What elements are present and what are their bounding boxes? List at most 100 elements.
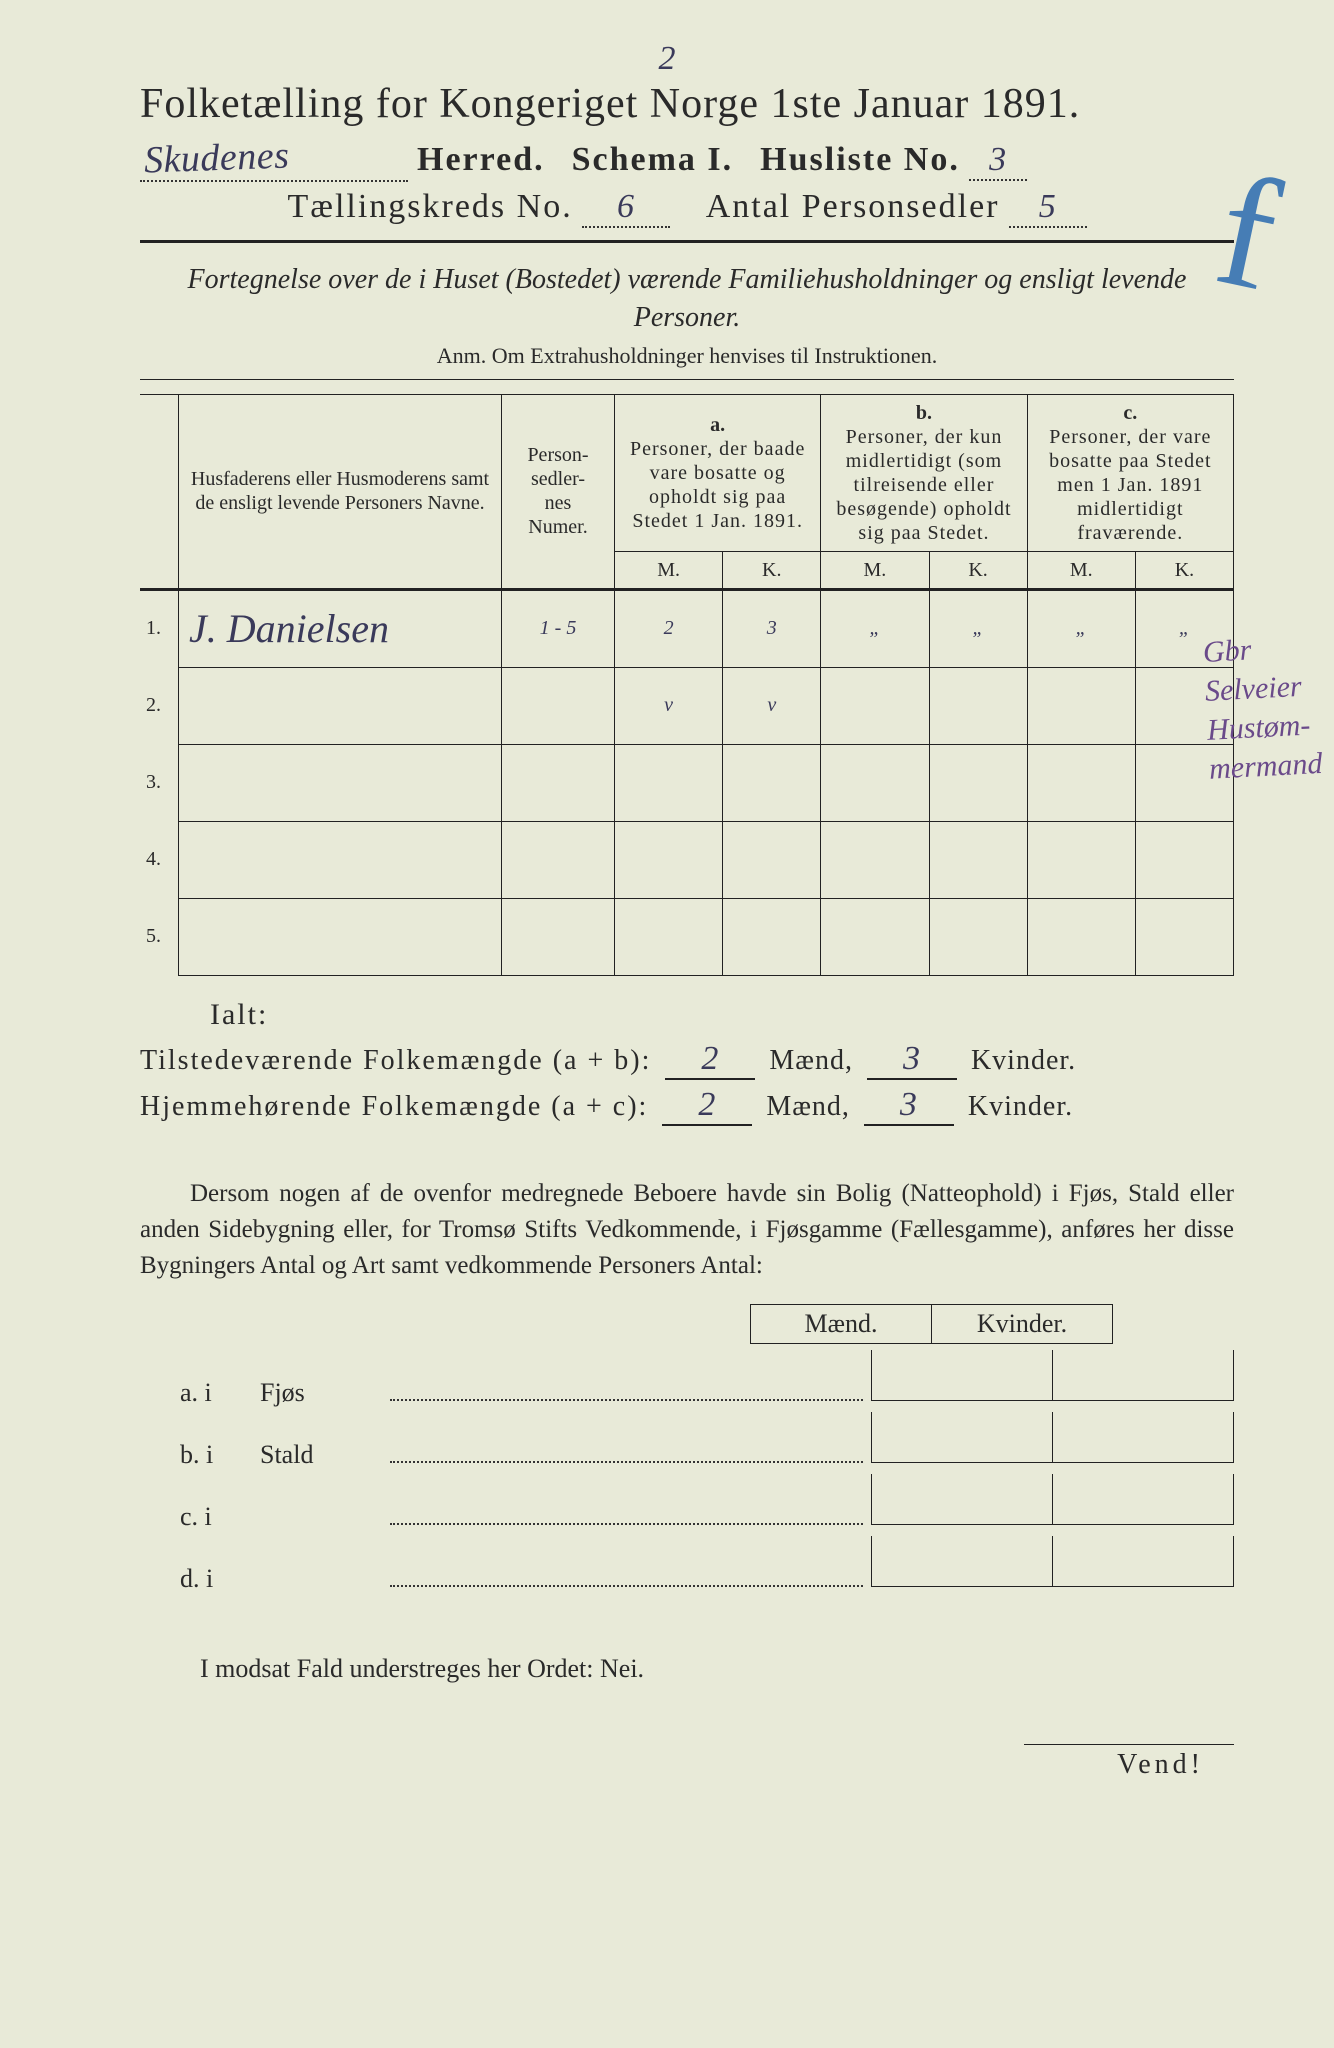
numer-cell bbox=[502, 821, 615, 898]
outbuild-type: Fjøs bbox=[260, 1378, 390, 1408]
kreds-line: Tællingskreds No. 6 Antal Personsedler 5 bbox=[140, 188, 1234, 228]
herred-line: Skudenes Herred. Schema I. Husliste No. … bbox=[140, 136, 1234, 182]
col-names: Husfaderens eller Husmoderens samt de en… bbox=[179, 394, 502, 589]
col-c-text: Personer, der vare bosatte paa Stedet me… bbox=[1049, 426, 1211, 544]
name-cell bbox=[179, 744, 502, 821]
b-k-cell bbox=[929, 821, 1027, 898]
divider-2 bbox=[140, 379, 1234, 380]
a-k-cell: 3 bbox=[723, 589, 821, 667]
herred-label: Herred. bbox=[417, 141, 545, 178]
name-cell bbox=[179, 667, 502, 744]
outbuild-label: b. i bbox=[140, 1440, 260, 1470]
col-a-group: a. Personer, der baade vare bosatte og o… bbox=[615, 394, 821, 551]
numer-cell bbox=[502, 744, 615, 821]
kvinder-2: Kvinder. bbox=[968, 1091, 1073, 1122]
b-m-cell bbox=[821, 744, 929, 821]
col-c-m: M. bbox=[1027, 551, 1135, 589]
outbuild-label: c. i bbox=[140, 1502, 260, 1532]
husliste-value: 3 bbox=[989, 141, 1007, 178]
c-m-cell bbox=[1027, 821, 1135, 898]
row-num: 5. bbox=[140, 898, 179, 975]
a-m-cell bbox=[615, 898, 723, 975]
kreds-value: 6 bbox=[617, 188, 635, 225]
b-k-cell bbox=[929, 898, 1027, 975]
table-row: 3. bbox=[140, 744, 1234, 821]
kvinder-1: Kvinder. bbox=[971, 1045, 1076, 1076]
b-m-cell: „ bbox=[821, 589, 929, 667]
b-k-cell: „ bbox=[929, 589, 1027, 667]
outbuild-m bbox=[871, 1412, 1052, 1463]
herred-value: Skudenes bbox=[143, 133, 290, 182]
outbuild-k bbox=[1052, 1412, 1234, 1463]
name-cell bbox=[179, 898, 502, 975]
table-row: 1.J. Danielsen1 - 523„„„„ bbox=[140, 589, 1234, 667]
col-b-m: M. bbox=[821, 551, 929, 589]
antal-label: Antal Personsedler bbox=[706, 188, 1000, 225]
sum2-k: 3 bbox=[900, 1086, 918, 1123]
col-b-group: b. Personer, der kun midlertidigt (som t… bbox=[821, 394, 1027, 551]
outbuild-dots bbox=[390, 1460, 863, 1463]
outbuilding-paragraph: Dersom nogen af de ovenfor medregnede Be… bbox=[140, 1176, 1234, 1285]
outbuild-k bbox=[1052, 1350, 1234, 1401]
col-b-text: Personer, der kun midlertidigt (som tilr… bbox=[836, 426, 1011, 544]
maend-2: Mænd, bbox=[766, 1091, 850, 1122]
a-k-cell bbox=[723, 898, 821, 975]
mk-maend: Mænd. bbox=[750, 1304, 931, 1344]
anm-note: Anm. Om Extrahusholdninger henvises til … bbox=[140, 343, 1234, 369]
table-row: 2.vv bbox=[140, 667, 1234, 744]
maend-1: Mænd, bbox=[769, 1045, 853, 1076]
divider-1 bbox=[140, 240, 1234, 243]
col-c-top: c. bbox=[1123, 402, 1137, 424]
col-a-top: a. bbox=[710, 414, 725, 436]
sum2-label: Hjemmehørende Folkemængde (a + c): bbox=[140, 1091, 648, 1122]
census-form-page: 2 f Gbr Selveier Hustøm- mermand Folketæ… bbox=[0, 0, 1334, 1754]
kreds-label: Tællingskreds No. bbox=[288, 188, 573, 225]
a-m-cell: 2 bbox=[615, 589, 723, 667]
outbuild-cells bbox=[871, 1350, 1234, 1401]
a-m-cell bbox=[615, 821, 723, 898]
a-k-cell bbox=[723, 821, 821, 898]
outbuild-m bbox=[871, 1474, 1052, 1525]
row-num: 1. bbox=[140, 589, 179, 667]
outbuild-label: d. i bbox=[140, 1564, 260, 1594]
sum1-m: 2 bbox=[701, 1040, 719, 1077]
ialt-label: Ialt: bbox=[210, 998, 1234, 1032]
sum-line-1: Tilstedeværende Folkemængde (a + b): 2 M… bbox=[140, 1040, 1234, 1080]
col-a-m: M. bbox=[615, 551, 723, 589]
vend-label: Vend! bbox=[1024, 1744, 1234, 1781]
husliste-label: Husliste No. bbox=[760, 141, 960, 178]
antal-value: 5 bbox=[1039, 188, 1057, 225]
outbuild-row: d. i bbox=[140, 1536, 1234, 1594]
subtitle: Fortegnelse over de i Huset (Bostedet) v… bbox=[140, 261, 1234, 337]
outbuild-mk-header: Mænd. Kvinder. bbox=[750, 1304, 1234, 1344]
sum2-m: 2 bbox=[698, 1086, 716, 1123]
c-k-cell bbox=[1135, 898, 1233, 975]
outbuild-row: c. i bbox=[140, 1474, 1234, 1532]
col-a-k: K. bbox=[723, 551, 821, 589]
outbuild-dots bbox=[390, 1584, 863, 1587]
outbuild-k bbox=[1052, 1536, 1234, 1587]
col-numer: Person- sedler- nes Numer. bbox=[502, 394, 615, 589]
c-m-cell bbox=[1027, 744, 1135, 821]
outbuild-m bbox=[871, 1350, 1052, 1401]
schema-label: Schema I. bbox=[572, 141, 734, 178]
page-number-top: 2 bbox=[659, 40, 676, 78]
numer-cell bbox=[502, 667, 615, 744]
table-row: 4. bbox=[140, 821, 1234, 898]
col-b-k: K. bbox=[929, 551, 1027, 589]
c-k-cell bbox=[1135, 821, 1233, 898]
col-c-k: K. bbox=[1135, 551, 1233, 589]
c-m-cell: „ bbox=[1027, 589, 1135, 667]
b-k-cell bbox=[929, 744, 1027, 821]
b-m-cell bbox=[821, 898, 929, 975]
col-a-text: Personer, der baade vare bosatte og opho… bbox=[630, 438, 805, 532]
row-num: 3. bbox=[140, 744, 179, 821]
margin-notes: Gbr Selveier Hustøm- mermand bbox=[1202, 627, 1320, 789]
row-num: 2. bbox=[140, 667, 179, 744]
name-cell: J. Danielsen bbox=[179, 589, 502, 667]
name-cell bbox=[179, 821, 502, 898]
outbuild-cells bbox=[871, 1474, 1234, 1525]
outbuild-type: Stald bbox=[260, 1440, 390, 1470]
outbuild-dots bbox=[390, 1522, 863, 1525]
mk-kvinder: Kvinder. bbox=[931, 1304, 1113, 1344]
